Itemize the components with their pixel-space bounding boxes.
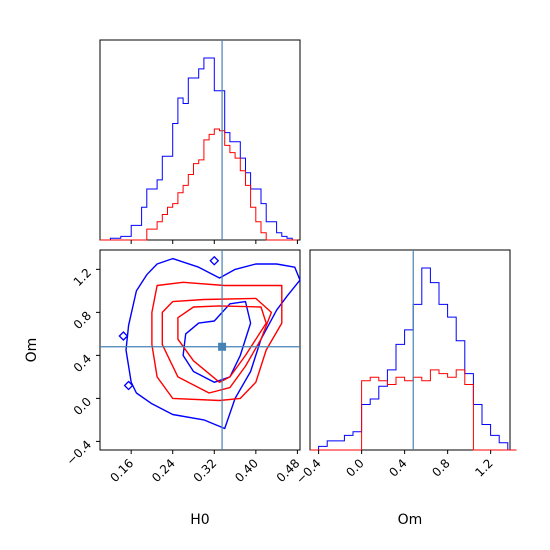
h0-x-tick-label: 0.16 xyxy=(107,456,136,485)
om-y-tick-label: 0.0 xyxy=(71,395,94,418)
hist-h0-red-series xyxy=(100,128,298,241)
om-x-tick-label: 0.8 xyxy=(429,456,452,479)
contour-red-outer xyxy=(151,281,283,402)
h0-x-tick-label: 0.32 xyxy=(191,456,220,485)
hist-h0-frame xyxy=(99,39,301,241)
om-x-tick-label: −0.4 xyxy=(293,456,324,487)
contour-frame xyxy=(99,249,301,451)
h0-x-tick-label: 0.24 xyxy=(149,456,178,485)
contour-outlier-marker xyxy=(209,255,220,266)
h0-x-tick-label: 0.40 xyxy=(232,456,261,485)
om-y-tick-label: 0.4 xyxy=(71,352,94,375)
om-x-tick-label: 0.0 xyxy=(343,456,366,479)
h0-om-contour-panel: 0.16 0.24 0.32 0.40 0.48−0.40.00.40.81.2 xyxy=(64,249,303,485)
om-y-tick-label: 0.8 xyxy=(71,309,94,332)
contour-blue-inner xyxy=(182,300,252,383)
contour-blue-outer xyxy=(125,257,301,430)
contour-outlier-marker xyxy=(118,331,129,341)
om-x-tick-label: 1.2 xyxy=(472,456,495,479)
contour-red-inner xyxy=(177,305,267,383)
hist-om-frame xyxy=(309,249,511,451)
y-axis-label-om: Om xyxy=(24,338,40,363)
contour-red-mid xyxy=(161,297,273,394)
truth-marker xyxy=(218,342,227,351)
x-axis-label-om: Om xyxy=(398,512,423,528)
hist-h0-blue-series xyxy=(100,57,298,241)
x-axis-label-h0: H0 xyxy=(190,512,209,528)
hist-h0-panel xyxy=(99,39,301,244)
om-y-tick-label: −0.4 xyxy=(64,438,95,469)
om-y-tick-label: 1.2 xyxy=(71,266,94,289)
hist-om-panel: −0.4 0.0 0.4 0.8 1.2 xyxy=(293,249,517,487)
contour-outlier-marker xyxy=(123,380,134,391)
om-x-tick-label: 0.4 xyxy=(386,456,409,479)
